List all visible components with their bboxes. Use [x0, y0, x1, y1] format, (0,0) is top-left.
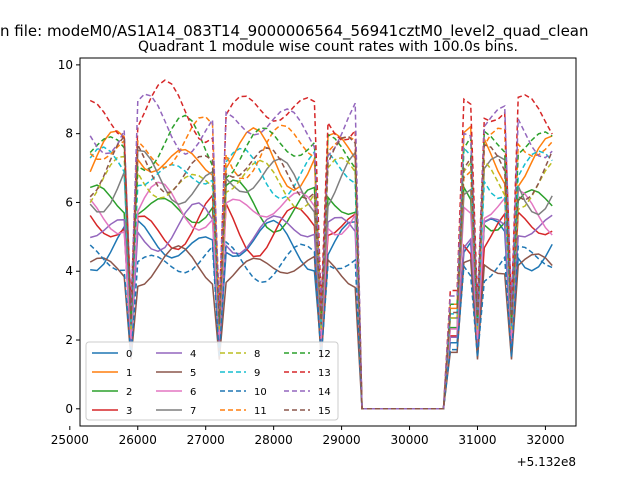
legend-label-6: 6: [190, 387, 196, 398]
series-line-9: [89, 146, 553, 410]
x-tick-label: 25000: [51, 433, 89, 447]
legend-label-1: 1: [126, 368, 132, 379]
y-tick-label: 2: [65, 333, 73, 347]
x-tick-label: 27000: [187, 433, 225, 447]
legend-box: [85, 341, 339, 421]
y-tick-label: 10: [58, 58, 73, 72]
x-tick-label: 30000: [390, 433, 428, 447]
axes-frame: [79, 57, 577, 427]
legend-label-10: 10: [254, 387, 267, 398]
series-line-14: [89, 93, 553, 410]
y-tick-label: 8: [65, 127, 73, 141]
legend-label-0: 0: [126, 349, 132, 360]
legend-label-7: 7: [190, 406, 196, 417]
x-tick-label: 26000: [119, 433, 157, 447]
x-tick-label: 29000: [322, 433, 360, 447]
legend-label-13: 13: [318, 368, 331, 379]
legend-label-15: 15: [318, 406, 331, 417]
x-tick-label: 28000: [255, 433, 293, 447]
legend-label-11: 11: [254, 406, 267, 417]
y-tick-label: 0: [65, 402, 73, 416]
legend-label-9: 9: [254, 368, 260, 379]
chart-title: Quadrant 1 module wise count rates with …: [138, 39, 518, 55]
legend-label-2: 2: [126, 387, 132, 398]
series-line-15: [89, 134, 553, 410]
y-tick-label: 6: [65, 195, 73, 209]
figure-title: n file: modeM0/AS1A14_083T14_9000006564_…: [0, 22, 589, 41]
legend-label-5: 5: [190, 368, 196, 379]
legend-label-3: 3: [126, 406, 132, 417]
legend-label-4: 4: [190, 349, 196, 360]
x-offset-label: +5.132e8: [517, 455, 576, 469]
legend-label-8: 8: [254, 349, 260, 360]
y-tick-label: 4: [65, 264, 73, 278]
x-tick-label: 32000: [526, 433, 564, 447]
legend-label-12: 12: [318, 349, 331, 360]
axes: 25000 26000 27000 28000 29000 30000 31000 32000…: [51, 57, 577, 447]
legend-label-14: 14: [318, 387, 331, 398]
x-tick-label: 31000: [458, 433, 496, 447]
